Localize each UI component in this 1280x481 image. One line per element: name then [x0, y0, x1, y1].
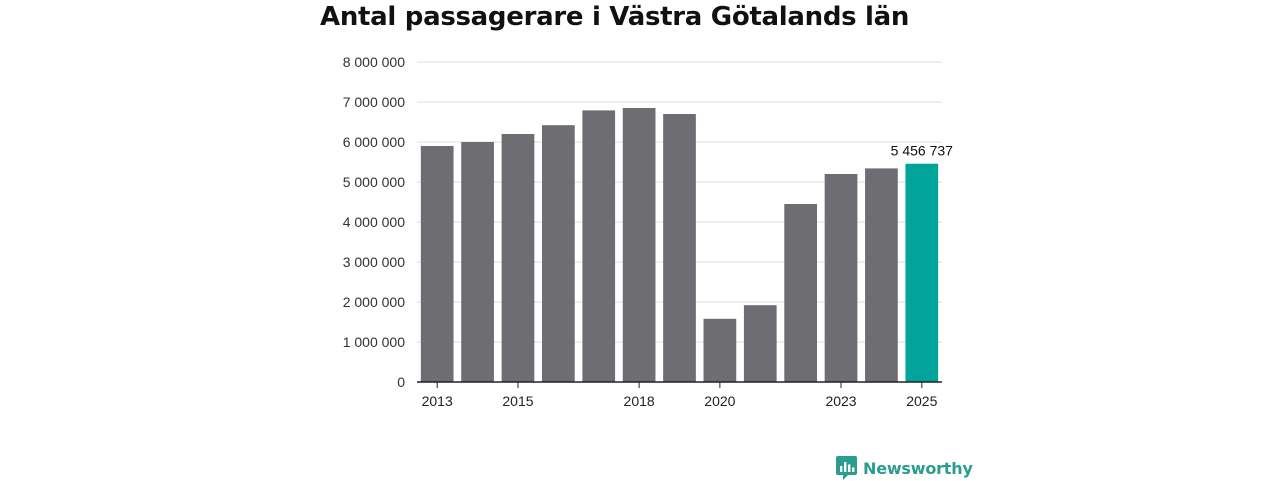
- newsworthy-logo-icon: [836, 456, 857, 480]
- bar-2020: [703, 318, 737, 382]
- tick-labels: 0 1 000 000 2 000 000 3 000 000 4 000 000 5 0…: [343, 54, 953, 409]
- bar-2025: [905, 163, 939, 382]
- x-tick-label: 2025: [906, 393, 937, 409]
- y-tick-label: 6 000 000: [343, 134, 405, 150]
- bars: [420, 108, 939, 383]
- y-tick-label: 7 000 000: [343, 94, 405, 110]
- x-tick-label: 2015: [502, 393, 533, 409]
- bar-2022: [784, 204, 818, 382]
- bar-2024: [865, 168, 898, 382]
- y-tick-label: 5 000 000: [343, 174, 405, 190]
- bar-2019: [663, 114, 696, 382]
- bar-2018: [622, 108, 656, 382]
- y-tick-label: 1 000 000: [343, 334, 405, 350]
- y-tick-label: 4 000 000: [343, 214, 405, 230]
- chart-title: Antal passagerare i Västra Götalands län: [320, 2, 910, 32]
- bar-2021: [743, 305, 777, 382]
- axes: [417, 381, 942, 388]
- bar-2014: [461, 142, 494, 382]
- y-tick-label: 2 000 000: [343, 294, 405, 310]
- bar-2023: [824, 174, 858, 382]
- y-tick-label: 0: [397, 374, 405, 390]
- y-tick-label: 3 000 000: [343, 254, 405, 270]
- x-tick-label: 2018: [624, 393, 655, 409]
- bar-2016: [541, 125, 575, 382]
- bar-2013: [420, 146, 454, 382]
- data-label: 5 456 737: [891, 143, 953, 159]
- x-tick-label: 2020: [704, 393, 735, 409]
- x-tick-label: 2023: [825, 393, 856, 409]
- y-tick-label: 8 000 000: [343, 54, 405, 70]
- x-tick-label: 2013: [422, 393, 453, 409]
- bar-2015: [501, 134, 535, 382]
- logo-text: Newsworthy: [863, 458, 973, 478]
- bar-2017: [582, 110, 616, 383]
- newsworthy-logo: Newsworthy: [836, 455, 973, 481]
